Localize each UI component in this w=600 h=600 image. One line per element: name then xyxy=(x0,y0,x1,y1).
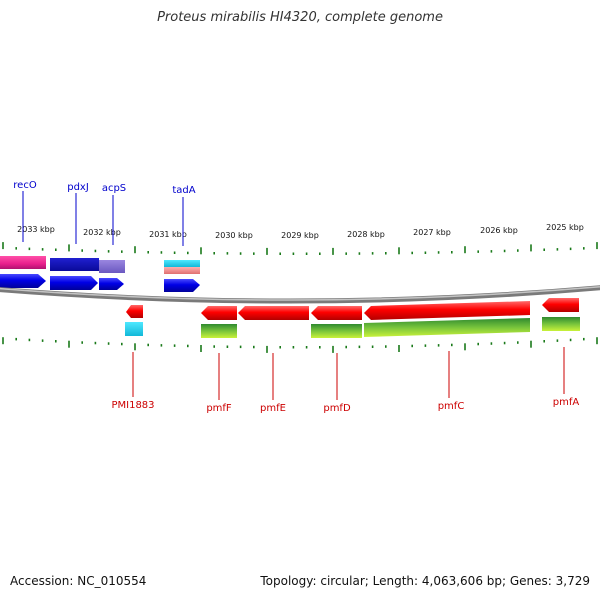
top-strand-features xyxy=(0,256,200,292)
map-title: Proteus mirabilis HI4320, complete genom… xyxy=(157,10,443,25)
gene-acpS-cds-arrow[interactable] xyxy=(99,278,124,290)
scale-label-2029: 2029 kbp xyxy=(281,231,319,240)
gene-tadA-gene-track[interactable] xyxy=(164,260,200,267)
gene-pdxJ-label[interactable]: pdxJ xyxy=(67,182,89,193)
gene-pmfF-cds-arrow[interactable] xyxy=(201,306,237,320)
gene-pmfD-cds-arrow[interactable] xyxy=(311,306,362,320)
gene-pmfA-cds-arrow[interactable] xyxy=(542,298,579,312)
scale-labels: 2033 kbp 2032 kbp 2031 kbp 2030 kbp 2029… xyxy=(17,223,584,240)
gene-acpS-label[interactable]: acpS xyxy=(102,183,126,194)
gene-recO-label[interactable]: recO xyxy=(13,180,37,191)
gene-tadA-rna-track[interactable] xyxy=(164,267,200,274)
gene-pmfC-cds-arrow[interactable] xyxy=(364,301,530,320)
top-scale-ticks xyxy=(2,242,598,255)
gene-pmfF-label[interactable]: pmfF xyxy=(206,403,232,414)
gene-pmfC-gene-track[interactable] xyxy=(364,318,530,337)
gene-pmfE-cds-arrow[interactable] xyxy=(238,306,309,320)
gene-pdxJ-cds-arrow[interactable] xyxy=(50,276,98,290)
gene-tadA-label[interactable]: tadA xyxy=(172,185,195,196)
gene-acpS-gene-track[interactable] xyxy=(99,260,125,273)
scale-label-2031: 2031 kbp xyxy=(149,230,187,239)
gene-PMI1883-cds-arrow[interactable] xyxy=(126,305,143,318)
genome-backbone xyxy=(0,285,600,304)
gene-pmfA-label[interactable]: pmfA xyxy=(553,397,580,408)
genome-backbone-highlight xyxy=(0,285,600,301)
gene-recO-cds-arrow[interactable] xyxy=(0,274,46,288)
scale-label-2033: 2033 kbp xyxy=(17,225,55,234)
scale-label-2025: 2025 kbp xyxy=(546,223,584,232)
gene-pmfF-gene-track[interactable] xyxy=(201,324,237,338)
gene-pmfD-gene-track[interactable] xyxy=(311,324,362,338)
gene-pmfC-label[interactable]: pmfC xyxy=(438,401,465,412)
gene-PMI1883-gene-track[interactable] xyxy=(125,322,143,336)
scale-label-2032: 2032 kbp xyxy=(83,228,121,237)
gene-pmfA-gene-track[interactable] xyxy=(542,317,580,331)
bottom-scale-ticks xyxy=(2,337,598,353)
gene-recO-gene-track[interactable] xyxy=(0,256,46,269)
gene-tadA-cds-arrow[interactable] xyxy=(164,279,200,292)
gene-PMI1883-label[interactable]: PMI1883 xyxy=(111,400,154,411)
gene-pmfE-label[interactable]: pmfE xyxy=(260,403,286,414)
bottom-strand-features xyxy=(125,298,580,338)
scale-label-2027: 2027 kbp xyxy=(413,228,451,237)
scale-label-2028: 2028 kbp xyxy=(347,230,385,239)
scale-label-2026: 2026 kbp xyxy=(480,226,518,235)
top-gene-labels: recO pdxJ acpS tadA xyxy=(13,180,196,246)
gene-pdxJ-gene-track[interactable] xyxy=(50,258,99,271)
bottom-gene-labels: PMI1883 pmfF pmfE pmfD pmfC pmfA xyxy=(111,347,579,414)
gene-pmfD-label[interactable]: pmfD xyxy=(323,403,351,414)
scale-label-2030: 2030 kbp xyxy=(215,231,253,240)
genome-summary-text: Topology: circular; Length: 4,063,606 bp… xyxy=(260,574,590,588)
accession-text: Accession: NC_010554 xyxy=(10,574,147,588)
